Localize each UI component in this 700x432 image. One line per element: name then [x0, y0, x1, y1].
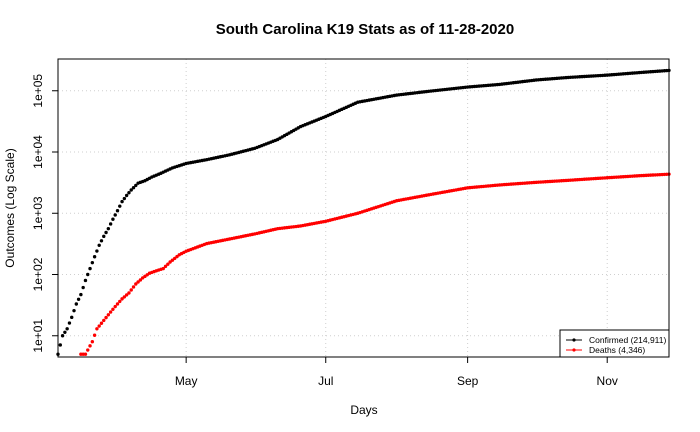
legend: Confirmed (214,911) Deaths (4,346)	[559, 329, 670, 358]
legend-marker-confirmed	[572, 338, 576, 342]
data-point	[122, 196, 127, 201]
data-point	[86, 272, 90, 277]
x-tick-label: Jul	[318, 374, 333, 388]
data-point	[88, 344, 92, 348]
data-point	[113, 304, 117, 309]
data-point	[63, 330, 67, 334]
y-tick-label: 1e+03	[31, 196, 45, 230]
data-point	[138, 278, 143, 282]
data-point	[136, 280, 140, 284]
data-point	[104, 230, 108, 235]
data-point	[115, 209, 120, 213]
data-point	[92, 255, 97, 259]
y-tick-label: 1e+04	[31, 135, 45, 169]
data-point	[104, 315, 108, 320]
data-point	[86, 348, 90, 352]
grid-layer	[58, 59, 669, 357]
data-point	[76, 297, 81, 301]
data-point	[134, 183, 138, 188]
data-point	[168, 260, 172, 264]
legend-label-deaths: Deaths (4,346)	[589, 345, 645, 355]
data-point	[175, 254, 179, 259]
data-point	[166, 262, 170, 266]
data-point	[95, 327, 99, 331]
data-point	[60, 334, 65, 338]
data-point	[118, 204, 122, 208]
data-point	[97, 243, 101, 247]
data-point	[127, 291, 131, 295]
data-point	[124, 293, 129, 297]
data-point	[129, 288, 133, 292]
data-point	[102, 318, 106, 323]
data-point	[115, 302, 120, 306]
data-point	[72, 308, 76, 313]
y-tick-label: 1e+01	[31, 319, 45, 353]
plot-frame	[57, 58, 670, 358]
data-point	[106, 226, 111, 231]
y-axis-label: Outcomes (Log Scale)	[3, 148, 17, 267]
data-point	[99, 239, 104, 243]
legend-item-confirmed: Confirmed (214,911)	[566, 335, 666, 345]
data-point	[58, 343, 62, 347]
chart-title: South Carolina K19 Stats as of 11-28-202…	[216, 21, 514, 38]
data-point	[124, 193, 129, 198]
data-point	[67, 321, 72, 325]
series-deaths	[79, 172, 671, 356]
x-tick-label: May	[175, 374, 198, 388]
legend-marker-deaths	[572, 348, 576, 352]
legend-label-confirmed: Confirmed (214,911)	[589, 335, 666, 345]
data-point	[122, 295, 127, 299]
data-point	[70, 315, 74, 320]
data-point	[74, 302, 79, 306]
data-point	[113, 213, 117, 217]
data-point	[170, 258, 175, 262]
legend-box	[559, 329, 670, 358]
data-point	[134, 282, 138, 286]
data-point	[118, 299, 122, 304]
y-tick-label: 1e+05	[31, 74, 45, 108]
x-tick-label: Nov	[597, 374, 618, 388]
data-point	[92, 333, 97, 337]
data-point	[90, 260, 95, 265]
series-confirmed	[56, 68, 671, 356]
data-point	[81, 285, 85, 290]
data-point	[131, 186, 136, 190]
data-point	[111, 307, 115, 311]
data-point	[102, 234, 106, 239]
data-point	[129, 188, 133, 192]
x-tick-label: Sep	[457, 374, 479, 388]
series-layer	[56, 68, 671, 356]
data-point	[127, 191, 131, 195]
legend-item-deaths: Deaths (4,346)	[566, 345, 645, 355]
y-axis: 1e+01 1e+02 1e+03 1e+04 1e+05	[31, 74, 58, 353]
data-point	[97, 324, 101, 328]
data-point	[111, 217, 115, 221]
data-point	[88, 266, 92, 271]
data-point	[83, 278, 88, 283]
data-point	[108, 222, 113, 226]
data-point	[79, 292, 83, 297]
data-point	[131, 285, 136, 289]
data-point	[90, 339, 95, 344]
data-point	[120, 297, 124, 301]
data-point	[173, 256, 177, 261]
data-point	[120, 199, 124, 204]
x-axis-label: Days	[350, 403, 377, 417]
data-point	[106, 313, 111, 317]
data-point	[99, 321, 104, 325]
data-point	[83, 352, 88, 356]
data-point	[161, 266, 165, 271]
y-tick-label: 1e+02	[31, 257, 45, 291]
data-point	[108, 310, 113, 314]
x-axis: May Jul Sep Nov	[175, 357, 618, 388]
data-point	[163, 264, 168, 269]
data-point	[65, 327, 69, 331]
data-point	[95, 249, 99, 253]
